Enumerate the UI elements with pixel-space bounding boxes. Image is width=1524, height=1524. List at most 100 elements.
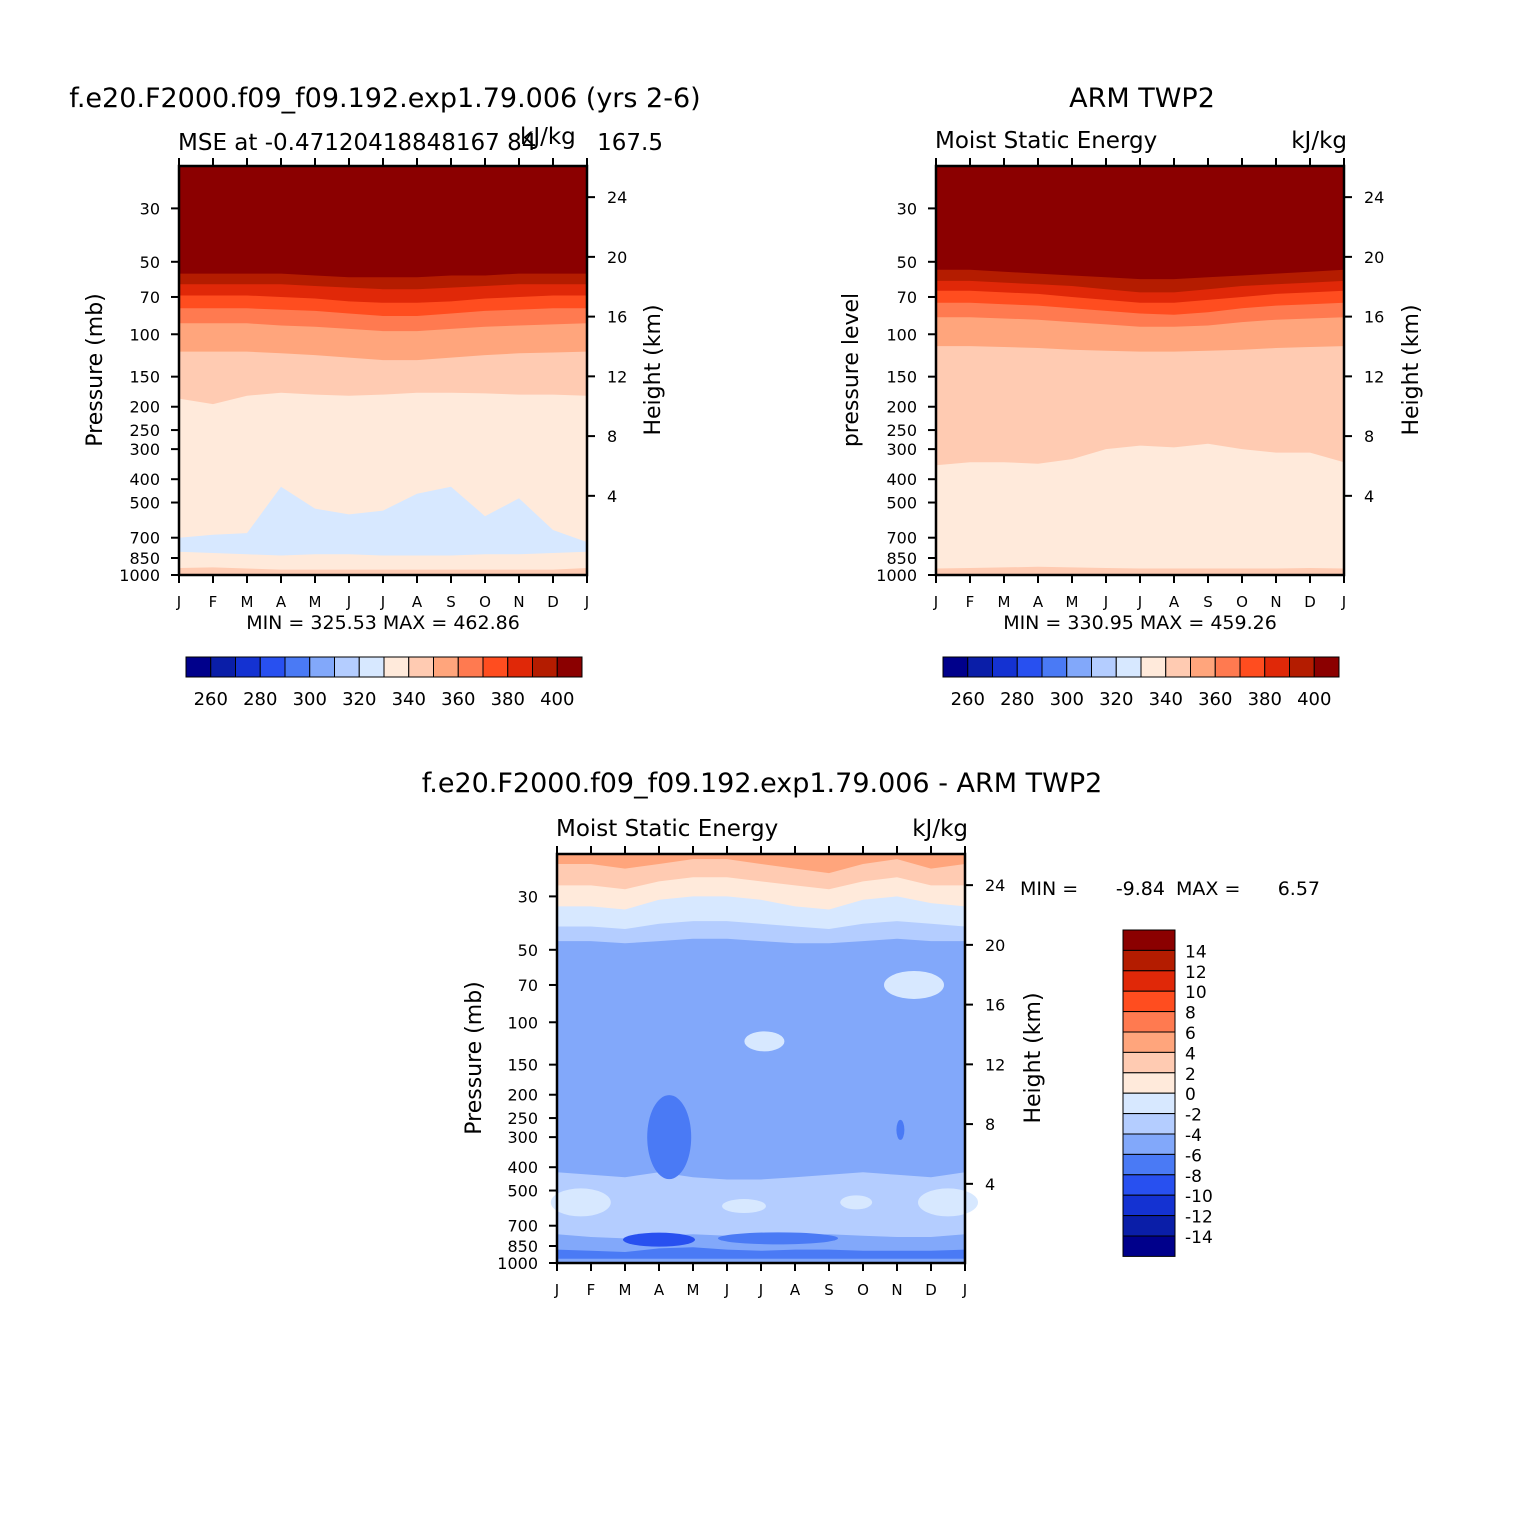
model-ytick-label: 50: [140, 253, 160, 272]
diff-xtick-label: A: [654, 1281, 665, 1299]
obs-ytick-label: 700: [886, 529, 917, 548]
obs-xtick-label: N: [1270, 593, 1281, 611]
model-colorbar-box: [185, 656, 212, 678]
diff-colorbar-box: [1122, 1031, 1176, 1053]
model-colorbar-box: [334, 656, 360, 678]
diff-colorbar-label: 12: [1185, 963, 1207, 983]
obs-colorbar-box: [1066, 656, 1092, 678]
obs-ylabel: pressure level: [839, 293, 864, 447]
model-colorbar-box: [284, 656, 311, 678]
obs-xtick-label: J: [933, 593, 938, 611]
diff-max-label: MAX =: [1176, 878, 1240, 900]
diff-colorbar-box: [1122, 1092, 1176, 1115]
obs-colorbar-label: 340: [1149, 689, 1183, 710]
model-ytick-label: 500: [129, 494, 160, 513]
obs-xtick-label: D: [1304, 593, 1316, 611]
model-htick-label: 12: [607, 367, 627, 386]
model-xtick-label: J: [584, 593, 589, 611]
diff-colorbar-box: [1122, 949, 1176, 972]
diff-colorbar-box: [1122, 1174, 1176, 1196]
diff-colorbar-box: [1122, 1011, 1176, 1033]
obs-colorbar-box: [1140, 656, 1167, 678]
model-subtitle-left: MSE at -0.47120418848167 84: [178, 130, 536, 156]
obs-colorbar-label: 280: [1000, 689, 1034, 710]
diff-htick-label: 20: [985, 936, 1005, 955]
diff-blob-lowlevel: [718, 1232, 838, 1245]
model-xtick-label: J: [176, 593, 181, 611]
obs-xtick-label: M: [998, 593, 1011, 611]
model-colorbar-box: [309, 656, 335, 678]
diff-ytick-label: 850: [507, 1237, 538, 1256]
model-colorbar-box: [457, 656, 484, 678]
diff-ylabel: Pressure (mb): [462, 981, 487, 1135]
model-xtick-label: S: [446, 593, 456, 611]
diff-patch-8: [630, 956, 790, 989]
obs-colorbar-box: [1264, 656, 1290, 678]
obs-subtitle-left: Moist Static Energy: [935, 128, 1157, 154]
model-colorbar: 260 280 300 320 340 360 380 400: [185, 656, 583, 710]
model-colorbar-box: [259, 656, 286, 678]
model-subtitle-overlap: kJ/kg: [520, 124, 576, 150]
model-ytick-label: 100: [129, 325, 160, 344]
obs-subtitle-right: kJ/kg: [1291, 128, 1347, 154]
obs-xtick-label: S: [1203, 593, 1213, 611]
diff-colorbar-box: [1122, 1235, 1176, 1257]
model-ylabel: Pressure (mb): [83, 293, 108, 447]
diff-xtick-label: J: [962, 1281, 967, 1299]
model-colorbar-label: 400: [540, 689, 574, 710]
model-ytick-label: 300: [129, 440, 160, 459]
model-band-320: [179, 551, 587, 575]
obs-xtick-label: J: [1137, 593, 1142, 611]
obs-band-330: [936, 566, 1344, 575]
diff-colorbar-box: [1122, 1133, 1176, 1155]
model-colorbar-box: [556, 656, 583, 678]
diff-colorbar-label: -8: [1185, 1167, 1202, 1187]
diff-xtick-label: N: [891, 1281, 902, 1299]
diff-colorbar-box: [1122, 1051, 1176, 1074]
diff-xtick-label: A: [790, 1281, 801, 1299]
diff-blob-neg8: [647, 1095, 692, 1180]
obs-colorbar-box: [1016, 656, 1043, 678]
model-htick-label: 24: [607, 188, 627, 207]
model-xtick-label: F: [209, 593, 218, 611]
diff-min-label: MIN =: [1020, 878, 1078, 900]
diff-xtick-label: D: [925, 1281, 937, 1299]
diff-xtick-label: F: [587, 1281, 596, 1299]
diff-colorbar-label: -2: [1185, 1106, 1202, 1126]
diff-patch-5: [744, 1031, 785, 1052]
obs-ytick-label: 70: [897, 288, 917, 307]
model-htick-label: 8: [607, 427, 617, 446]
diff-ytick-label: 700: [507, 1217, 538, 1236]
diff-ytick-label: 50: [518, 941, 538, 960]
model-colorbar-box: [482, 656, 509, 678]
obs-ytick-label: 400: [886, 470, 917, 489]
model-colorbar-label: 280: [243, 689, 277, 710]
diff-colorbar-box: [1122, 970, 1176, 992]
obs-colorbar-box: [1115, 656, 1142, 678]
diff-colorbar-label: 6: [1185, 1024, 1196, 1044]
diff-xtick-label: J: [724, 1281, 729, 1299]
model-xtick-label: D: [547, 593, 559, 611]
obs-ytick-label: 850: [886, 549, 917, 568]
model-colorbar-box: [532, 656, 558, 678]
obs-band-340: [936, 443, 1344, 575]
model-ytick-label: 30: [140, 199, 160, 218]
diff-xtick-label: M: [619, 1281, 632, 1299]
diff-ytick-label: 30: [518, 887, 538, 906]
model-ytick-label: 850: [129, 549, 160, 568]
diff-patch-2: [722, 1199, 766, 1214]
diff-ytick-label: 70: [518, 976, 538, 995]
diff-colorbar-box: [1122, 1113, 1176, 1135]
diff-colorbar-box: [1122, 1215, 1176, 1237]
model-colorbar-box: [433, 656, 459, 678]
model-band-330: [179, 486, 587, 575]
model-xtick-label: N: [513, 593, 524, 611]
obs-ylabel-right: Height (km): [1399, 304, 1424, 435]
obs-colorbar-label: 380: [1248, 689, 1282, 710]
model-colorbar-label: 340: [392, 689, 426, 710]
model-xtick-label: A: [412, 593, 423, 611]
diff-ytick-label: 300: [507, 1128, 538, 1147]
